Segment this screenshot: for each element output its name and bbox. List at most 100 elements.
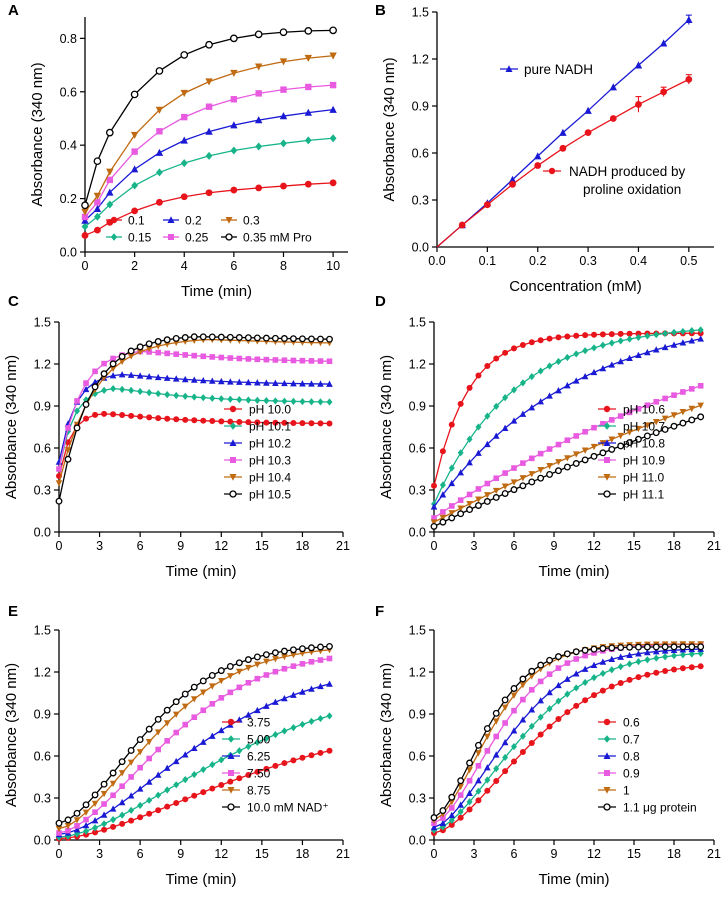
data-point [510,685,518,692]
data-point [457,808,464,816]
data-point [118,371,126,378]
data-point [281,653,288,661]
data-point [484,440,491,448]
data-point [155,349,161,356]
data-point [457,801,464,808]
x-tick-label: 21 [707,539,721,553]
data-point [199,677,207,685]
data-point [245,419,252,426]
legend-marker [228,770,234,776]
data-point [573,433,580,439]
data-point [448,811,456,819]
data-point [308,398,315,406]
data-point [528,372,535,381]
x-tick-label: 0.1 [479,254,496,268]
data-point [528,673,536,680]
data-point [128,386,135,394]
data-point [581,447,589,454]
data-point [502,753,509,762]
data-point [511,386,517,394]
data-point [93,157,102,166]
legend-marker [227,735,235,743]
data-point [439,448,446,455]
data-point [448,514,456,522]
series-line [84,55,334,213]
data-point [537,731,544,738]
data-point [326,680,333,687]
legend-label: 0.2 [185,213,202,227]
data-point [474,502,482,509]
data-point [493,402,500,410]
data-point [65,439,72,446]
y-tick-label: 1.5 [412,6,429,20]
data-point [697,663,704,670]
data-point [190,333,198,341]
data-point [519,482,527,490]
data-point [155,746,161,753]
data-point [688,416,696,424]
data-point [528,722,535,730]
data-point [448,479,456,487]
data-point [263,672,270,678]
data-point [546,335,553,342]
data-point [510,479,518,486]
panel-letter: E [8,603,18,620]
data-point [537,398,544,405]
data-point [299,397,306,406]
y-tick-label: 0.0 [412,241,429,255]
data-point [127,746,135,754]
data-point [92,411,99,418]
data-point [146,755,152,762]
data-point [64,823,72,830]
data-point [329,81,337,89]
data-point [163,374,171,381]
data-point [65,827,71,834]
y-tick-label: 1.5 [34,316,51,330]
data-point [100,790,108,798]
legend-label: pH 10.3 [249,453,291,467]
y-tick-label: 0.6 [409,750,426,764]
legend-marker [603,718,611,726]
data-point [581,646,589,654]
data-point [688,326,695,335]
data-point [226,333,234,341]
data-point [484,492,491,499]
data-point [643,432,651,440]
data-point [136,785,144,792]
y-axis-title: Absorbance (340 nm) [381,57,398,201]
data-point [511,345,517,352]
data-point [600,420,606,427]
panel-letter: F [375,603,384,620]
data-point [118,758,126,766]
data-point [308,644,315,652]
legend: 0.6 0.7 0.8 0.9 1 1.1 μg protein [598,715,697,814]
data-point [573,656,580,662]
data-point [564,382,571,389]
data-point [55,819,63,827]
x-tick-label: 0.2 [529,254,546,268]
data-point [119,820,126,827]
data-point [697,643,705,651]
x-tick-label: 9 [551,539,558,553]
data-point [510,692,518,699]
data-point [555,459,562,466]
x-tick-label: 0.0 [428,254,445,268]
data-point [209,701,216,707]
data-point [156,198,163,206]
data-point [670,422,678,430]
data-point [101,386,108,394]
data-point [475,496,482,503]
annotations: pure NADH NADH produced by proline oxidati… [500,62,686,197]
x-tick-label: 0 [82,259,89,273]
annot-produced-line2: proline oxidation [583,182,681,197]
legend-marker [603,735,611,743]
x-tick-label: 21 [336,539,350,553]
x-tick-label: 3 [471,539,478,553]
data-point [563,463,571,471]
data-point [511,758,517,765]
data-point [528,339,535,346]
data-point [93,204,102,212]
data-point [304,27,313,35]
data-point [200,707,207,714]
data-point [230,96,238,103]
